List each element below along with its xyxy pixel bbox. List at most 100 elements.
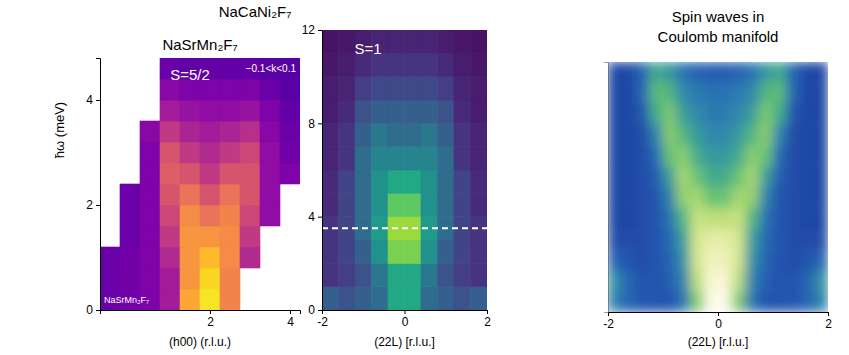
heatmap-cell (649, 145, 663, 166)
heatmap-cell (608, 83, 622, 104)
heatmap-cell (220, 289, 240, 310)
heatmap-cell (814, 125, 828, 146)
heatmap-cell (718, 166, 732, 187)
heatmap-cell (180, 142, 200, 163)
heatmap-cell (454, 147, 471, 170)
heatmap-cell (339, 170, 356, 193)
heatmap-cell (663, 62, 677, 83)
heatmap-cell (746, 145, 760, 166)
heatmap-cell (636, 229, 650, 250)
x-axis-tick-label: 2 (825, 317, 832, 331)
plot-area (608, 62, 828, 312)
heatmap-cell (220, 58, 240, 79)
heatmap-cell (773, 145, 787, 166)
heatmap-cell (322, 170, 339, 193)
heatmap-cell (622, 145, 636, 166)
heatmap-cell (388, 193, 405, 216)
heatmap-cell (663, 104, 677, 125)
heatmap-cell (405, 100, 422, 123)
heatmap-cell (339, 53, 356, 76)
heatmap-cell (622, 250, 636, 271)
heatmap-cell (280, 142, 300, 163)
heatmap-cell (372, 100, 389, 123)
heatmap-cell (438, 77, 455, 100)
heatmap-cell (160, 121, 180, 142)
heatmap-cell (438, 30, 455, 53)
heatmap-cell (704, 62, 718, 83)
x-axis-title: (h00) (r.l.u.) (169, 335, 231, 349)
heatmap-cell (773, 229, 787, 250)
heatmap-cell (636, 270, 650, 291)
heatmap-cell (405, 263, 422, 286)
heatmap-cell (732, 291, 746, 312)
heatmap-cell (372, 147, 389, 170)
heatmap-cell (759, 145, 773, 166)
heatmap-cell (814, 83, 828, 104)
heatmap-cell (746, 166, 760, 187)
heatmap-cell (220, 142, 240, 163)
heatmap-cell (608, 229, 622, 250)
heatmap-cell (801, 250, 815, 271)
heatmap-cell (718, 208, 732, 229)
heatmap-cell (471, 263, 488, 286)
heatmap-cell (677, 229, 691, 250)
heatmap-cell (622, 208, 636, 229)
heatmap-cell (704, 104, 718, 125)
heatmap-cell (405, 53, 422, 76)
heatmap-cell (322, 193, 339, 216)
heatmap-cell (100, 247, 120, 268)
heatmap-cell (801, 229, 815, 250)
heatmap-cell (636, 291, 650, 312)
heatmap-cell (421, 53, 438, 76)
heatmap-cell (280, 121, 300, 142)
heatmap-cell (160, 268, 180, 289)
heatmap-cell (677, 62, 691, 83)
heatmap-cell (355, 147, 372, 170)
heatmap-cell (622, 83, 636, 104)
y-axis-tick: 4 (308, 210, 322, 224)
heatmap-cell (801, 270, 815, 291)
heatmap-cell (814, 187, 828, 208)
heatmap-cells (322, 30, 487, 310)
heatmap-cell (718, 270, 732, 291)
heatmap-cell (759, 125, 773, 146)
x-axis: -202 (317, 310, 491, 329)
x-axis-tick: 0 (402, 310, 409, 329)
heatmap-cell (260, 79, 280, 100)
heatmap-cell (691, 104, 705, 125)
heatmap-cell (608, 270, 622, 291)
annotation: S=5/2 (170, 66, 210, 83)
x-axis-tick-mark (405, 310, 406, 314)
heatmap-cell (608, 104, 622, 125)
reference-line (322, 227, 487, 229)
heatmap-cell (608, 125, 622, 146)
heatmap-cell (322, 30, 339, 53)
heatmap-cell (746, 62, 760, 83)
heatmap-cell (801, 208, 815, 229)
heatmap-cell (732, 104, 746, 125)
heatmap-cell (759, 229, 773, 250)
heatmap-cell (732, 166, 746, 187)
heatmap-cell (160, 289, 180, 310)
heatmap-cell (372, 193, 389, 216)
y-axis-tick: 0 (86, 303, 100, 317)
heatmap-cell (787, 62, 801, 83)
heatmap-cell (120, 226, 140, 247)
heatmap-cell (240, 121, 260, 142)
heatmap-cell (649, 83, 663, 104)
heatmap-cell (787, 187, 801, 208)
heatmap-cell (260, 163, 280, 184)
heatmap-cell (405, 30, 422, 53)
heatmap-cell (339, 287, 356, 310)
heatmap-cell (180, 289, 200, 310)
annotation: NaSrMn₂F₇ (104, 295, 149, 305)
y-axis-tick-mark (318, 217, 322, 218)
heatmap-cell (622, 62, 636, 83)
heatmap-cell (180, 100, 200, 121)
heatmap-cell (691, 229, 705, 250)
heatmap-cell (649, 270, 663, 291)
y-axis-tick-label: 2 (86, 198, 93, 212)
heatmap-cell (471, 147, 488, 170)
heatmap-cell (220, 184, 240, 205)
heatmap-cell (718, 83, 732, 104)
